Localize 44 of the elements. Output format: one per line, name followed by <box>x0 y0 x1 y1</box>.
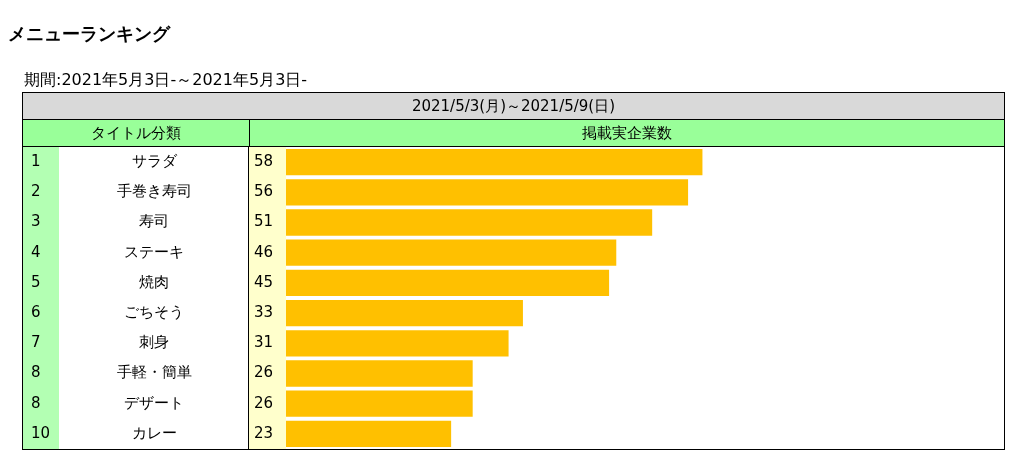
text: 8 <box>31 393 41 412</box>
text: 5 <box>31 272 41 291</box>
y-tick-label: 刺身 <box>139 333 169 352</box>
text: 4 <box>31 242 41 261</box>
y-tick-label: カレー <box>131 423 177 442</box>
y-tick-label: サラダ <box>131 151 178 170</box>
data-label: 33 <box>254 302 274 321</box>
y-tick-label: 焼肉 <box>139 272 169 291</box>
bar <box>286 239 617 266</box>
text: 2021/5/3(月)～2021/5/9(日) <box>23 93 1004 120</box>
text: 6 <box>31 302 41 321</box>
data-label: 51 <box>254 212 274 231</box>
y-tick-label: デザート <box>124 393 184 412</box>
text: メニューランキング <box>8 22 172 46</box>
bar <box>286 179 689 206</box>
y-tick-label: ステーキ <box>124 242 184 261</box>
data-label: 26 <box>254 393 274 412</box>
data-label: 26 <box>254 363 274 382</box>
bar <box>286 390 473 417</box>
text: 10 <box>31 423 51 442</box>
y-tick-label: 手巻き寿司 <box>116 182 192 201</box>
y-tick-label: 手軽・簡単 <box>116 363 192 382</box>
bar <box>286 209 653 236</box>
bar <box>286 299 523 327</box>
chart-subtitle: 期間:2021年5月3日-～2021年5月3日- <box>24 70 309 91</box>
text: 1 <box>31 151 41 170</box>
text: 3 <box>31 212 41 231</box>
bar <box>286 330 509 357</box>
y-tick-label: ごちそう <box>124 302 184 321</box>
bar <box>286 360 473 387</box>
text: 7 <box>31 333 41 352</box>
text: タイトル分類 <box>23 120 250 147</box>
text: 掲載実企業数 <box>250 120 1004 147</box>
bar <box>286 269 610 297</box>
data-label: 23 <box>254 423 274 442</box>
bar <box>286 420 452 448</box>
data-label: 58 <box>254 151 274 170</box>
data-label: 56 <box>254 182 274 201</box>
text: 2 <box>31 182 41 201</box>
text: 8 <box>31 363 41 382</box>
y-tick-label: 寿司 <box>139 212 169 231</box>
data-label: 31 <box>254 333 274 352</box>
data-label: 45 <box>254 272 274 291</box>
data-label: 46 <box>254 242 274 261</box>
